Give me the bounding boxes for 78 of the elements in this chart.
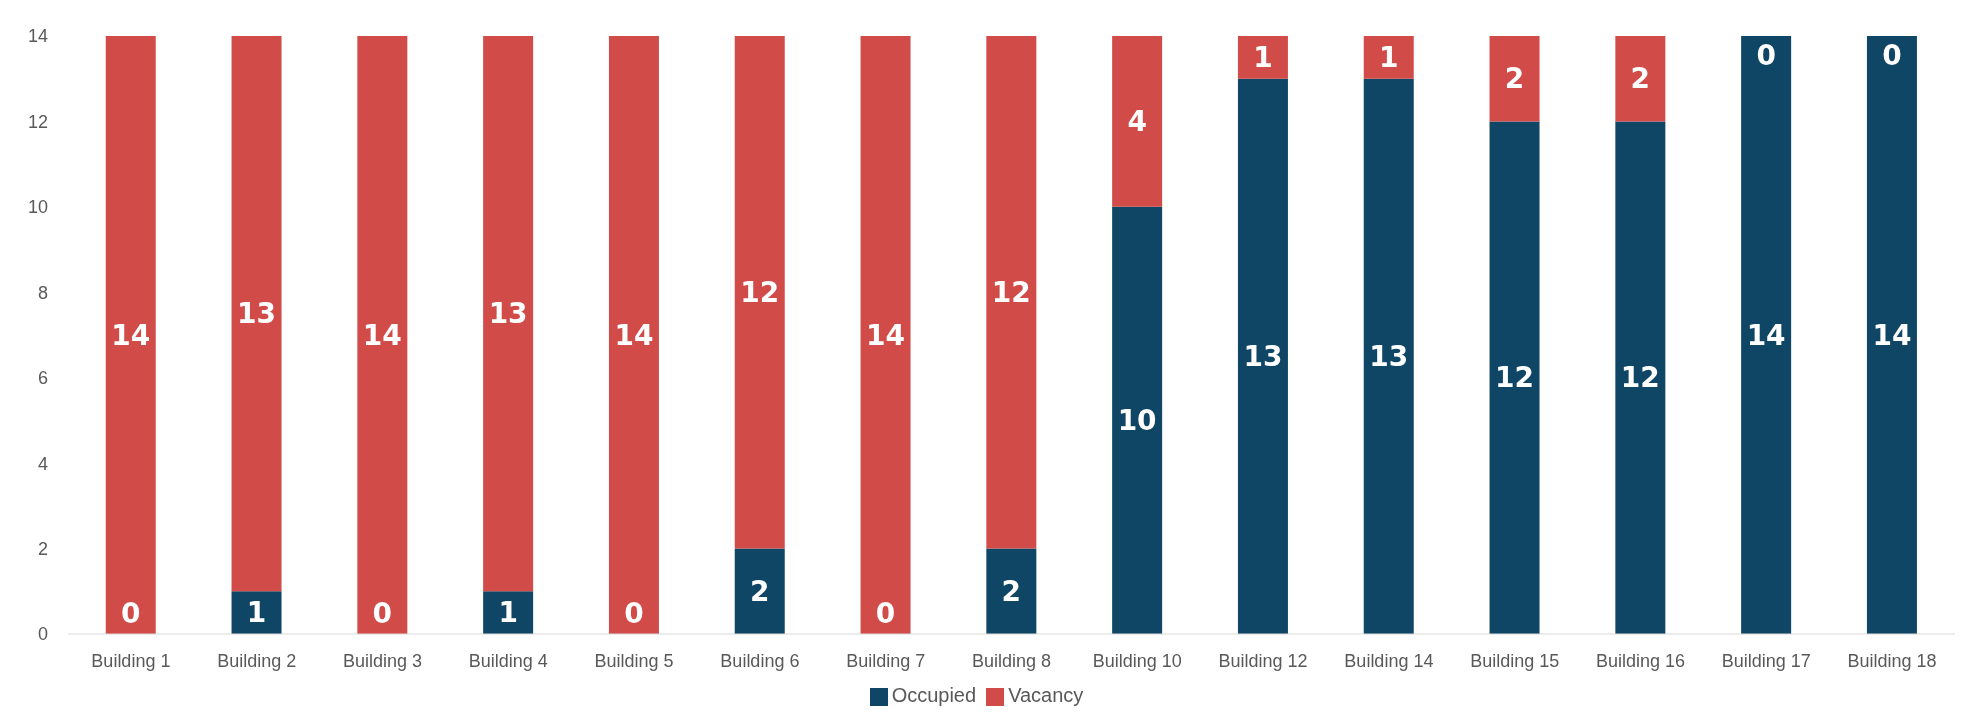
bar xyxy=(860,36,911,634)
bar xyxy=(1363,36,1414,79)
bar xyxy=(1489,36,1540,122)
x-tick-label: Building 15 xyxy=(1470,650,1560,671)
data-label: 0 xyxy=(1882,39,1902,73)
data-label: 1 xyxy=(498,596,518,630)
x-tick-label: Building 17 xyxy=(1721,650,1811,671)
bar xyxy=(608,36,659,634)
bar xyxy=(1615,36,1666,122)
y-tick-label: 0 xyxy=(37,624,48,645)
data-label: 2 xyxy=(1630,62,1651,96)
data-label: 13 xyxy=(237,297,277,331)
data-label: 12 xyxy=(1495,361,1535,395)
legend-label: Vacancy xyxy=(1008,684,1084,706)
data-label: 12 xyxy=(740,275,780,309)
x-tick-label: Building 7 xyxy=(846,650,926,671)
x-tick-label: Building 6 xyxy=(720,650,800,671)
bar xyxy=(1237,36,1288,79)
data-label: 13 xyxy=(1369,339,1409,373)
data-label: 1 xyxy=(246,596,267,630)
data-label: 1 xyxy=(1253,40,1273,74)
data-label: 10 xyxy=(1117,403,1157,437)
bar xyxy=(734,548,785,634)
bar xyxy=(483,36,534,592)
x-tick-label: Building 1 xyxy=(91,650,171,671)
data-label: 0 xyxy=(121,597,141,631)
bar xyxy=(1237,78,1288,634)
data-label: 2 xyxy=(750,574,770,608)
x-tick-label: Building 10 xyxy=(1092,650,1182,671)
y-tick-label: 8 xyxy=(37,282,48,303)
data-label: 0 xyxy=(875,597,896,631)
data-label: 12 xyxy=(1620,361,1660,395)
bar xyxy=(231,36,282,592)
data-label: 14 xyxy=(111,318,151,352)
bar xyxy=(1112,36,1163,207)
data-label: 14 xyxy=(1872,318,1912,352)
bar xyxy=(986,36,1037,549)
x-tick-label: Building 3 xyxy=(342,650,423,671)
bar xyxy=(1615,121,1666,634)
data-label: 14 xyxy=(362,318,402,352)
bar xyxy=(357,36,408,634)
y-tick-label: 14 xyxy=(27,26,48,47)
x-tick-label: Building 5 xyxy=(594,650,674,671)
data-label: 2 xyxy=(1504,62,1525,96)
y-tick-label: 4 xyxy=(37,453,48,474)
data-label: 1 xyxy=(1379,40,1399,74)
data-label: 14 xyxy=(866,318,906,352)
x-tick-label: Building 12 xyxy=(1218,650,1308,671)
data-label: 12 xyxy=(991,275,1031,309)
bar xyxy=(1363,78,1414,634)
y-tick-label: 10 xyxy=(27,197,48,218)
x-tick-label: Building 16 xyxy=(1595,650,1686,671)
bar xyxy=(1112,206,1163,634)
data-label: 0 xyxy=(372,597,393,631)
y-tick-label: 2 xyxy=(37,538,48,559)
data-label: 14 xyxy=(614,318,654,352)
data-label: 2 xyxy=(1001,574,1022,608)
bar xyxy=(105,36,156,634)
y-tick-label: 6 xyxy=(37,368,48,389)
data-label: 13 xyxy=(488,297,528,331)
x-tick-label: Building 8 xyxy=(971,650,1052,671)
data-label: 14 xyxy=(1746,318,1786,352)
x-tick-label: Building 2 xyxy=(217,650,297,671)
bar xyxy=(734,36,785,549)
x-tick-label: Building 18 xyxy=(1847,650,1937,671)
data-label: 13 xyxy=(1243,339,1283,373)
bar xyxy=(1489,121,1540,634)
bar xyxy=(986,548,1037,634)
y-tick-label: 12 xyxy=(27,111,48,132)
bar xyxy=(231,591,282,634)
data-label: 4 xyxy=(1127,104,1147,138)
data-label: 0 xyxy=(624,597,644,631)
x-tick-label: Building 14 xyxy=(1344,650,1434,671)
bar xyxy=(1866,36,1917,634)
data-label: 0 xyxy=(1756,39,1776,73)
bar xyxy=(1741,36,1792,634)
legend-label: Occupied xyxy=(891,684,977,706)
x-tick-label: Building 4 xyxy=(468,650,548,671)
